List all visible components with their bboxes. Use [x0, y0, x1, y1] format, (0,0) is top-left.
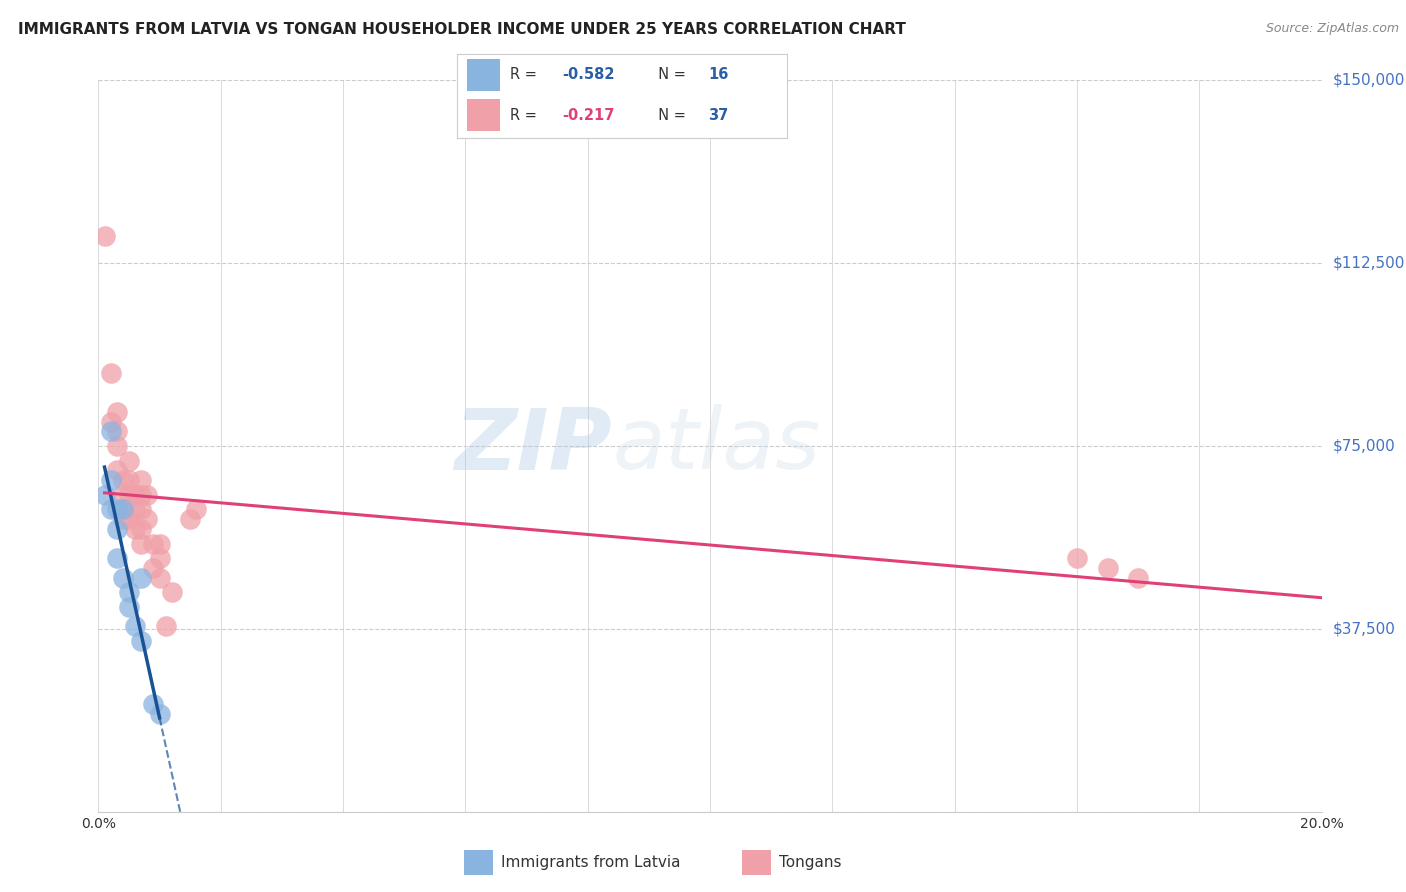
Point [105, 522, 128, 536]
Point [118, 453, 141, 467]
Bar [742, 850, 772, 875]
Text: $112,500: $112,500 [1333, 256, 1405, 270]
Text: $150,000: $150,000 [1333, 73, 1405, 87]
Bar [467, 59, 501, 91]
Point [118, 473, 141, 487]
Point [100, 415, 122, 429]
Point [129, 522, 152, 536]
Point [105, 439, 128, 453]
Point [100, 502, 122, 516]
Point [129, 536, 152, 550]
Point [118, 488, 141, 502]
Text: $75,000: $75,000 [1333, 439, 1396, 453]
Point [142, 536, 165, 550]
Point [149, 551, 172, 566]
Point [111, 512, 134, 526]
Text: Source: ZipAtlas.com: Source: ZipAtlas.com [1265, 22, 1399, 36]
Text: Tongans: Tongans [779, 855, 842, 870]
Point [105, 425, 128, 439]
Point [100, 425, 122, 439]
Point [129, 571, 152, 585]
Point [118, 599, 141, 614]
Point [129, 634, 152, 648]
Point [111, 502, 134, 516]
Point [93, 229, 115, 244]
Point [111, 473, 134, 487]
Point [179, 512, 201, 526]
Text: ZIP: ZIP [454, 404, 612, 488]
Point [149, 707, 172, 722]
Text: 37: 37 [709, 108, 728, 123]
Point [149, 571, 172, 585]
Point [118, 512, 141, 526]
Point [155, 619, 177, 633]
Point [124, 488, 146, 502]
Point [124, 619, 146, 633]
Text: R =: R = [510, 67, 541, 82]
Point [100, 473, 122, 487]
Point [105, 405, 128, 419]
Point [111, 502, 134, 516]
Point [100, 366, 122, 380]
Text: IMMIGRANTS FROM LATVIA VS TONGAN HOUSEHOLDER INCOME UNDER 25 YEARS CORRELATION C: IMMIGRANTS FROM LATVIA VS TONGAN HOUSEHO… [18, 22, 905, 37]
Point [1066, 551, 1088, 566]
Text: atlas: atlas [612, 404, 820, 488]
Text: N =: N = [648, 108, 690, 123]
Point [136, 512, 159, 526]
Point [129, 502, 152, 516]
Text: -0.582: -0.582 [562, 67, 616, 82]
Point [136, 488, 159, 502]
Point [124, 522, 146, 536]
Point [129, 488, 152, 502]
Point [1128, 571, 1150, 585]
Text: Immigrants from Latvia: Immigrants from Latvia [502, 855, 681, 870]
Point [160, 585, 183, 599]
Point [105, 502, 128, 516]
Point [142, 561, 165, 575]
Text: -0.217: -0.217 [562, 108, 614, 123]
Text: 16: 16 [709, 67, 728, 82]
Point [105, 463, 128, 477]
Point [129, 473, 152, 487]
Text: $37,500: $37,500 [1333, 622, 1396, 636]
Bar [467, 99, 501, 131]
Text: N =: N = [648, 67, 690, 82]
Point [105, 551, 128, 566]
Point [93, 488, 115, 502]
Point [1097, 561, 1119, 575]
Point [111, 488, 134, 502]
Point [142, 698, 165, 712]
Bar [464, 850, 494, 875]
Point [118, 585, 141, 599]
Point [111, 571, 134, 585]
Point [149, 536, 172, 550]
Point [124, 502, 146, 516]
Text: R =: R = [510, 108, 541, 123]
Point [186, 502, 208, 516]
